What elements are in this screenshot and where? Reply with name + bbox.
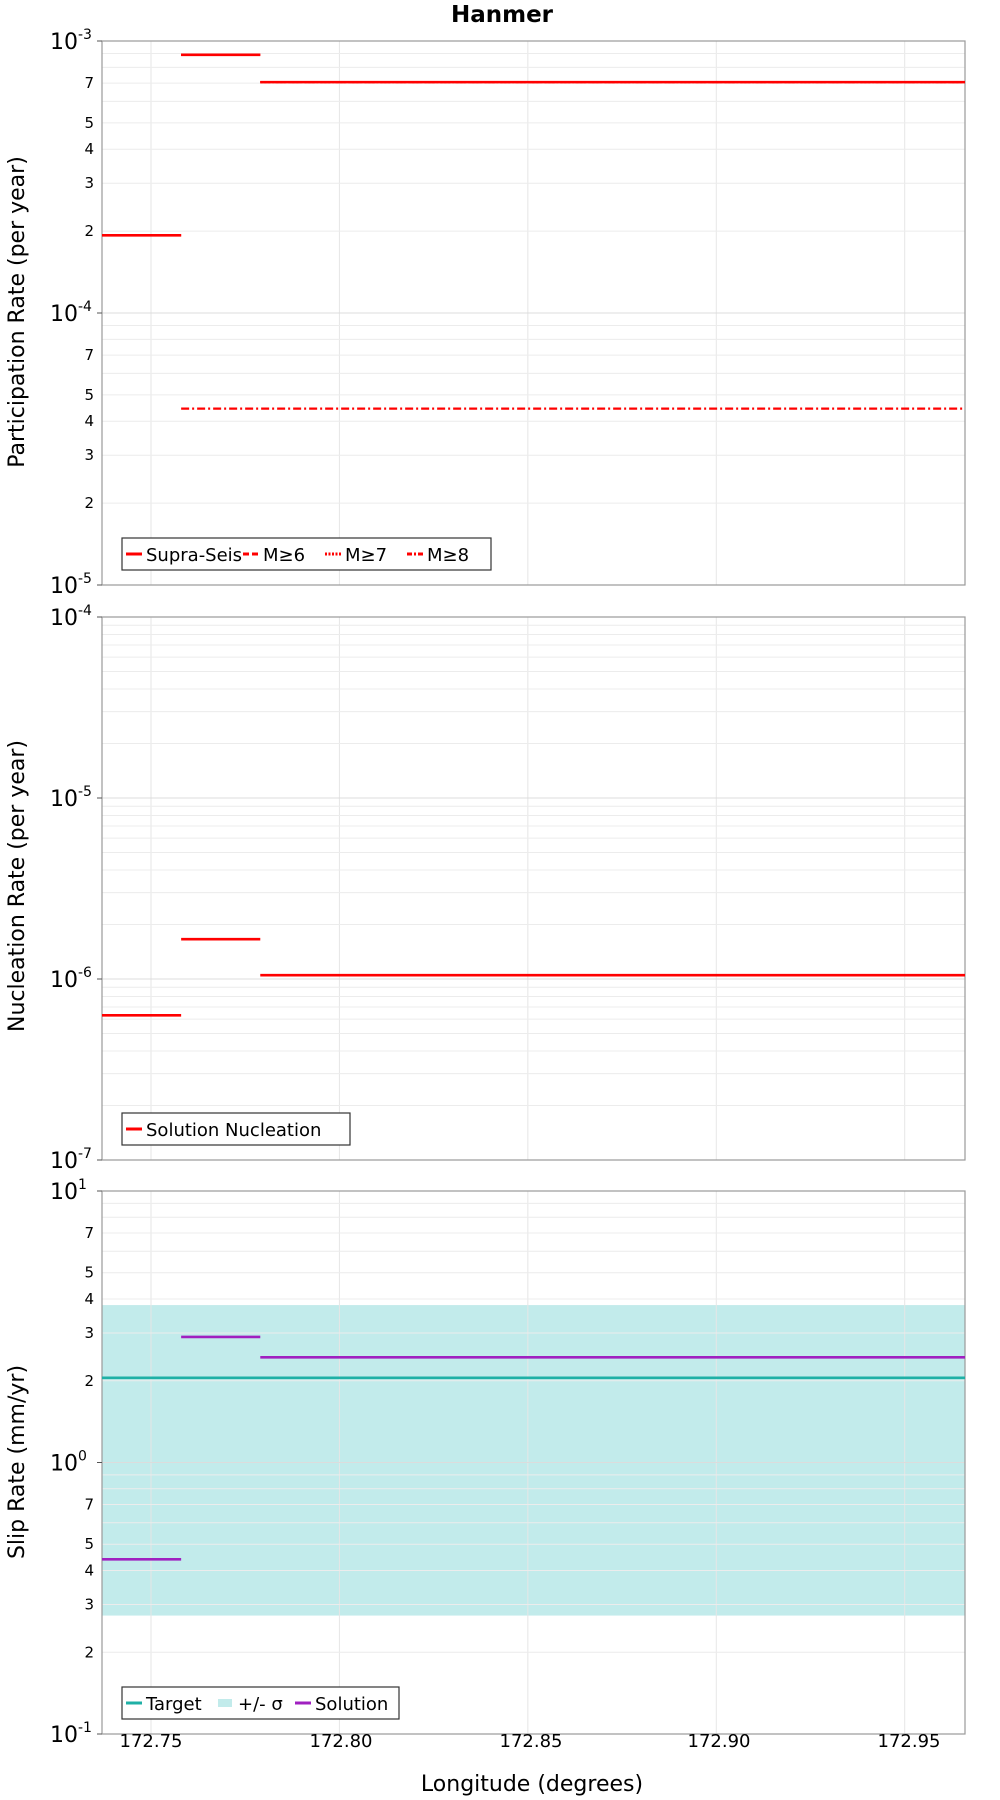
y-minor-tick-label: 7: [84, 346, 94, 364]
y-minor-tick-label: 3: [84, 446, 94, 464]
legend-label: Target: [145, 1694, 202, 1715]
y-minor-tick-label: 3: [84, 174, 94, 192]
x-tick-label: 172.80: [310, 1731, 373, 1752]
chart-title: Hanmer: [451, 2, 554, 28]
x-axis-ticks: 172.75 172.80 172.85 172.90 172.95: [120, 1731, 941, 1752]
y-minor-tick-label: 5: [84, 114, 94, 132]
y-axis-label-participation: Participation Rate (per year): [5, 156, 30, 468]
y-tick-label: 10: [50, 1180, 78, 1205]
y-minor-tick-label: 2: [84, 1372, 94, 1390]
y-tick-exponent: -7: [78, 1146, 92, 1162]
x-tick-label: 172.90: [688, 1731, 751, 1752]
y-minor-tick-label: 7: [84, 74, 94, 92]
y-tick-exponent: -5: [78, 784, 92, 800]
legend-label: M≥7: [345, 545, 387, 566]
legend: Target +/- σ Solution: [121, 1686, 400, 1720]
y-minor-tick-label: 5: [84, 386, 94, 404]
y-tick-exponent: 1: [78, 1177, 87, 1193]
y-axis-label-slip: Slip Rate (mm/yr): [5, 1365, 30, 1559]
y-minor-tick-label: 3: [84, 1324, 94, 1342]
y-tick-exponent: -4: [78, 299, 92, 315]
y-tick-exponent: -4: [78, 603, 92, 619]
y-tick-label: 10: [50, 574, 78, 599]
y-minor-tick-label: 7: [84, 1496, 94, 1514]
legend-label: Solution: [315, 1694, 388, 1715]
legend-label: Solution Nucleation: [146, 1120, 321, 1141]
legend: Supra-Seis M≥6 M≥7 M≥8: [121, 537, 492, 571]
y-minor-tick-label: 4: [84, 1562, 94, 1580]
y-minor-tick-label: 2: [84, 1643, 94, 1661]
y-tick-exponent: 0: [78, 1449, 87, 1465]
legend-box: [121, 1686, 400, 1720]
y-minor-tick-label: 4: [84, 140, 94, 158]
y-tick-exponent: -1: [78, 1720, 92, 1736]
legend-label: M≥8: [427, 545, 469, 566]
y-tick-label: 10: [50, 606, 78, 631]
legend-box: [121, 1112, 351, 1146]
y-minor-tick-label: 5: [84, 1264, 94, 1282]
y-minor-tick-label: 5: [84, 1535, 94, 1553]
x-tick-label: 172.75: [120, 1731, 183, 1752]
x-axis-label: Longitude (degrees): [421, 1772, 643, 1797]
x-tick-label: 172.85: [500, 1731, 563, 1752]
plot-frame: [101, 616, 966, 1161]
legend-label: Supra-Seis: [146, 545, 242, 566]
y-minor-tick-label: 2: [84, 494, 94, 512]
y-tick-exponent: -6: [78, 965, 92, 981]
y-minor-tick-label: 4: [84, 412, 94, 430]
y-tick-label: 10: [50, 302, 78, 327]
x-tick-label: 172.95: [878, 1731, 941, 1752]
y-tick-label: 10: [50, 1149, 78, 1174]
legend-label: +/- σ: [238, 1694, 283, 1715]
y-axis-label-nucleation: Nucleation Rate (per year): [5, 740, 30, 1032]
plot-area: [102, 617, 965, 1160]
y-minor-tick-label: 4: [84, 1290, 94, 1308]
y-minor-tick-label: 7: [84, 1224, 94, 1242]
y-tick-label: 10: [50, 1452, 78, 1477]
legend-label: M≥6: [263, 545, 305, 566]
sigma-band: [102, 1305, 965, 1616]
legend-swatch: [218, 1699, 232, 1707]
y-tick-exponent: -5: [78, 571, 92, 587]
y-tick-label: 10: [50, 1723, 78, 1748]
y-tick-label: 10: [50, 787, 78, 812]
y-tick-label: 10: [50, 968, 78, 993]
y-tick-exponent: -3: [78, 27, 92, 43]
y-minor-tick-label: 3: [84, 1595, 94, 1613]
legend: Solution Nucleation: [121, 1112, 351, 1146]
legend-box: [121, 537, 492, 571]
y-minor-tick-label: 2: [84, 222, 94, 240]
y-tick-label: 10: [50, 30, 78, 55]
